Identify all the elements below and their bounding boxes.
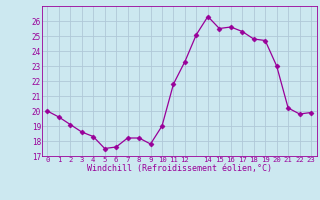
X-axis label: Windchill (Refroidissement éolien,°C): Windchill (Refroidissement éolien,°C): [87, 164, 272, 173]
